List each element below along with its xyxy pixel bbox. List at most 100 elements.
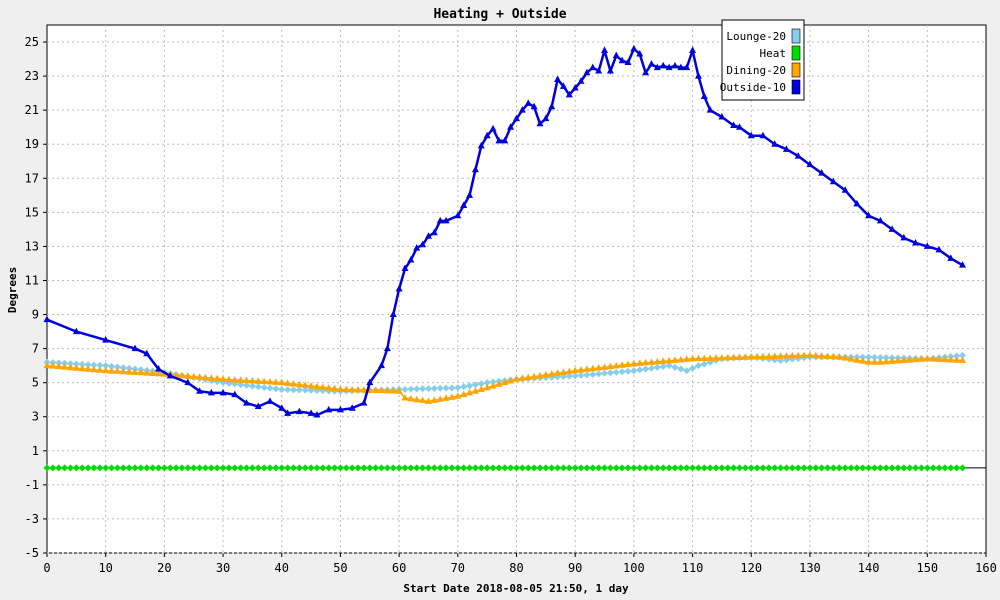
- data-point: [477, 464, 485, 472]
- data-point: [694, 72, 702, 79]
- data-point: [870, 464, 878, 472]
- data-point: [618, 368, 626, 376]
- data-point: [289, 464, 297, 472]
- chart-title: Heating + Outside: [433, 7, 566, 22]
- data-point: [694, 464, 702, 472]
- x-tick-label: 10: [98, 561, 112, 575]
- data-point: [160, 464, 168, 472]
- data-point: [718, 464, 726, 472]
- data-point: [119, 464, 127, 472]
- data-point: [642, 365, 650, 373]
- data-point: [72, 360, 80, 368]
- data-point: [213, 464, 221, 472]
- data-point: [289, 386, 297, 394]
- data-point: [184, 378, 192, 386]
- y-tick-label: 11: [25, 273, 39, 287]
- data-point: [254, 377, 262, 384]
- data-point: [565, 367, 573, 375]
- data-point: [284, 386, 292, 394]
- data-point: [583, 464, 591, 472]
- data-point: [90, 361, 98, 369]
- data-point: [689, 364, 697, 372]
- data-point: [595, 66, 603, 74]
- data-point: [853, 464, 861, 472]
- data-point: [718, 112, 726, 120]
- legend: Lounge-20 Heat Dining-20 Outside-10: [720, 19, 805, 101]
- data-point: [419, 396, 427, 404]
- data-point: [665, 356, 673, 364]
- data-point: [301, 464, 309, 472]
- data-point: [483, 383, 491, 391]
- data-point: [835, 464, 843, 472]
- data-point: [372, 386, 380, 394]
- data-point: [348, 464, 356, 472]
- data-point: [630, 367, 638, 375]
- data-point: [184, 464, 192, 472]
- data-point: [489, 464, 497, 472]
- data-point: [196, 387, 204, 394]
- data-point: [166, 371, 174, 379]
- y-tick-label: 19: [25, 137, 39, 151]
- data-point: [677, 355, 685, 363]
- data-point: [225, 464, 233, 472]
- data-point: [430, 464, 438, 472]
- y-tick-label: 13: [25, 239, 39, 253]
- x-tick-label: 130: [799, 561, 821, 575]
- data-point: [959, 261, 967, 268]
- data-point: [706, 106, 714, 113]
- data-point: [184, 372, 192, 379]
- data-point: [559, 368, 567, 375]
- data-point: [471, 464, 479, 472]
- data-point: [325, 384, 333, 391]
- data-point: [407, 385, 415, 393]
- data-point: [853, 356, 861, 363]
- data-point: [683, 63, 691, 71]
- data-point: [577, 371, 585, 379]
- data-point: [577, 464, 585, 472]
- data-point: [777, 357, 785, 365]
- data-point: [501, 464, 509, 472]
- data-point: [853, 199, 861, 207]
- data-point: [577, 77, 585, 84]
- data-point: [935, 464, 943, 472]
- data-point: [495, 464, 503, 472]
- data-point: [759, 352, 767, 360]
- data-point: [912, 355, 920, 363]
- data-point: [513, 464, 520, 472]
- data-point: [659, 464, 667, 472]
- data-point: [929, 464, 937, 472]
- data-point: [108, 367, 116, 374]
- data-point: [653, 63, 661, 71]
- data-point: [336, 385, 344, 392]
- data-point: [683, 464, 691, 472]
- data-point: [243, 381, 251, 389]
- data-point: [471, 165, 479, 173]
- data-point: [606, 464, 614, 472]
- data-point: [477, 380, 485, 388]
- data-point: [741, 464, 749, 472]
- data-point: [289, 380, 297, 387]
- data-point: [460, 201, 468, 209]
- data-point: [542, 371, 550, 378]
- data-point: [319, 464, 327, 472]
- data-point: [665, 362, 673, 370]
- data-point: [589, 63, 597, 71]
- data-point: [724, 464, 732, 472]
- data-point: [260, 464, 268, 472]
- data-point: [436, 464, 444, 472]
- data-point: [78, 360, 86, 368]
- data-point: [407, 464, 415, 472]
- data-point: [84, 361, 92, 369]
- data-point: [630, 464, 638, 472]
- legend-entry-label: Heat: [760, 47, 787, 60]
- data-point: [700, 464, 708, 472]
- data-point: [90, 365, 98, 373]
- data-point: [618, 464, 626, 472]
- data-point: [378, 361, 386, 369]
- data-point: [536, 464, 544, 472]
- data-point: [618, 361, 626, 368]
- data-point: [888, 225, 896, 232]
- series-group: [43, 44, 967, 472]
- data-point: [395, 387, 403, 394]
- data-point: [237, 376, 245, 383]
